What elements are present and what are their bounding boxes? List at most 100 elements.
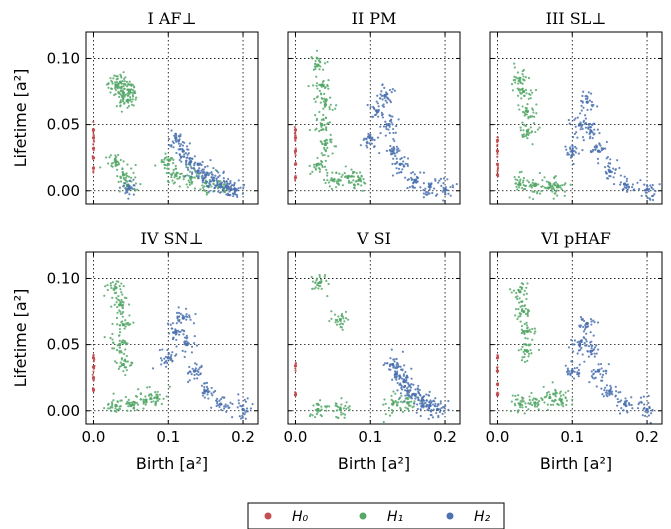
point	[251, 402, 254, 406]
x-tick-label: 0.2	[433, 428, 457, 446]
point	[514, 307, 518, 311]
point	[576, 352, 579, 355]
point	[210, 392, 213, 395]
point	[318, 170, 321, 173]
point	[396, 150, 399, 153]
point	[390, 121, 393, 124]
point	[519, 314, 522, 318]
point	[325, 409, 328, 412]
point	[590, 100, 594, 104]
point	[593, 132, 596, 135]
point	[319, 399, 322, 402]
point	[124, 319, 127, 322]
point	[124, 173, 127, 176]
point	[184, 152, 187, 155]
point	[241, 192, 244, 195]
point	[606, 155, 610, 159]
point	[113, 74, 116, 77]
point	[179, 312, 182, 315]
point	[111, 322, 114, 326]
point	[341, 328, 344, 331]
point	[135, 395, 139, 398]
point	[410, 178, 413, 182]
series-2	[564, 315, 654, 424]
point	[176, 317, 179, 320]
point	[245, 409, 248, 413]
point	[112, 392, 115, 395]
point	[221, 396, 224, 399]
x-axis-label: Birth [a²]	[540, 454, 612, 473]
point	[399, 365, 402, 368]
point	[195, 174, 198, 178]
point	[122, 172, 125, 175]
point	[420, 405, 423, 408]
point	[594, 148, 597, 151]
point	[118, 365, 121, 368]
point	[565, 399, 569, 402]
point	[392, 138, 395, 141]
point	[646, 196, 649, 200]
point	[413, 402, 416, 405]
point	[129, 90, 132, 93]
point	[388, 119, 392, 123]
point	[515, 185, 518, 189]
point	[320, 164, 324, 167]
point	[330, 187, 334, 191]
point	[197, 373, 200, 377]
point	[196, 170, 199, 173]
point	[119, 105, 122, 108]
point	[132, 171, 135, 175]
point	[366, 140, 369, 144]
point	[541, 179, 544, 182]
point	[115, 361, 118, 364]
point	[241, 414, 244, 417]
point	[294, 134, 297, 137]
point	[400, 385, 404, 388]
point	[360, 175, 363, 178]
point	[314, 62, 317, 66]
point	[380, 90, 383, 93]
point	[589, 108, 593, 111]
point	[389, 357, 392, 360]
point	[206, 389, 209, 392]
point	[376, 94, 379, 97]
point	[329, 133, 332, 136]
point	[172, 337, 175, 340]
point	[528, 398, 531, 402]
point	[316, 156, 319, 160]
point	[383, 398, 386, 401]
point	[220, 403, 223, 406]
point	[127, 187, 130, 190]
point	[415, 181, 418, 184]
point	[136, 188, 139, 191]
point	[644, 191, 647, 194]
point	[640, 194, 643, 197]
point	[519, 126, 522, 129]
point	[587, 91, 590, 94]
point	[145, 398, 148, 401]
point	[222, 177, 225, 180]
point	[126, 163, 129, 166]
point	[405, 376, 408, 379]
point	[380, 113, 384, 117]
point	[517, 307, 520, 311]
point	[166, 361, 169, 365]
point	[119, 399, 122, 402]
point	[115, 85, 119, 88]
point	[591, 136, 594, 140]
point	[417, 391, 420, 394]
point	[340, 314, 344, 317]
point	[625, 186, 628, 190]
point	[425, 393, 428, 396]
point	[187, 174, 190, 177]
point	[439, 400, 442, 403]
point	[589, 128, 592, 131]
point	[531, 190, 534, 193]
point	[444, 404, 447, 407]
x-tick-label: 0.1	[156, 428, 180, 446]
point	[389, 150, 393, 153]
point	[630, 403, 633, 407]
point	[553, 183, 557, 187]
point	[91, 136, 96, 140]
point	[135, 401, 138, 404]
